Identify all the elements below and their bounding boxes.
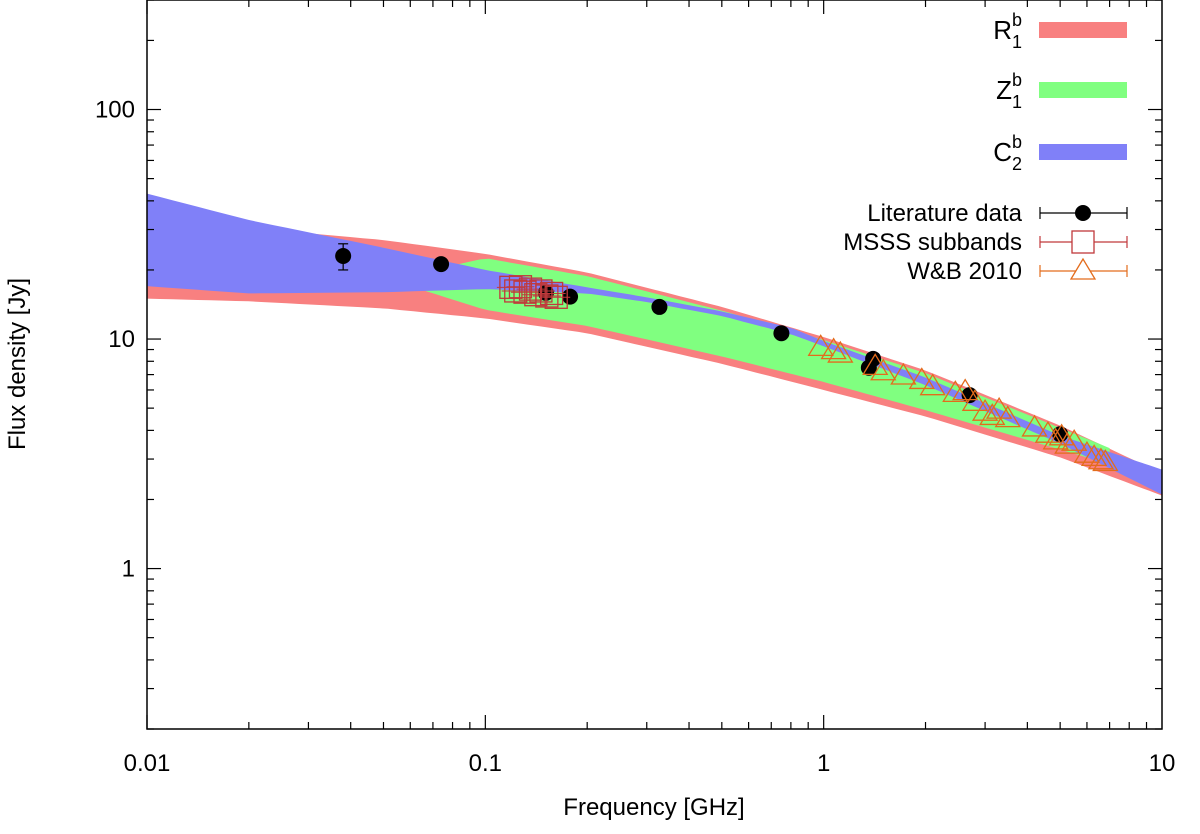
legend-marker bbox=[1069, 257, 1097, 280]
y-tick-label: 10 bbox=[108, 326, 135, 353]
wb2010-point bbox=[870, 358, 897, 381]
wb2010-point bbox=[919, 373, 946, 396]
x-tick-label: 0.01 bbox=[124, 750, 171, 777]
wb2010-point bbox=[820, 337, 847, 360]
wb2010-point bbox=[1073, 440, 1101, 463]
plot-frame bbox=[146, 0, 1163, 730]
wb2010-point bbox=[971, 398, 999, 421]
wb2010-point bbox=[942, 380, 969, 402]
legend-swatch-z1b bbox=[1039, 82, 1127, 98]
wb2010-point bbox=[1087, 447, 1115, 470]
wb2010-point bbox=[952, 378, 979, 401]
band-z1b bbox=[410, 258, 1110, 465]
literature-point bbox=[562, 288, 579, 305]
legend-label-series: MSSS subbands bbox=[843, 229, 1022, 256]
wb2010-point bbox=[1080, 444, 1108, 467]
literature-point bbox=[335, 248, 352, 265]
wb2010-point bbox=[1021, 414, 1048, 437]
wb2010-point bbox=[908, 367, 935, 390]
data-points bbox=[335, 243, 1119, 472]
wb2010-point bbox=[827, 340, 854, 363]
literature-point bbox=[773, 325, 790, 342]
legend-marker bbox=[1071, 230, 1095, 254]
wb2010-point bbox=[961, 389, 989, 411]
wb2010-point bbox=[985, 396, 1013, 419]
x-axis-label: Frequency [GHz] bbox=[563, 794, 744, 821]
y-tick-label: 100 bbox=[95, 97, 135, 124]
series-w-b-2010 bbox=[807, 334, 1119, 472]
axis-ticks: 0.01 0.1 1 10 1 10 100 bbox=[95, 0, 1175, 777]
legend-label-r1b: R1b bbox=[993, 10, 1022, 52]
wb2010-point bbox=[979, 403, 1006, 426]
legend-label-series: Literature data bbox=[867, 200, 1022, 227]
wb2010-point bbox=[890, 362, 917, 385]
legend-symbol-series bbox=[1039, 205, 1128, 221]
literature-point bbox=[433, 256, 450, 273]
legend-symbol-series bbox=[1039, 257, 1128, 280]
legend-swatch-c2b bbox=[1039, 144, 1127, 160]
legend-label-series: W&B 2010 bbox=[907, 258, 1022, 285]
band-c2b bbox=[147, 193, 1162, 495]
wb2010-point bbox=[1092, 449, 1119, 472]
y-tick-label: 1 bbox=[122, 556, 135, 583]
series-msss-subbands bbox=[496, 275, 571, 309]
wb2010-point bbox=[807, 334, 834, 357]
legend-label-z1b: Z1b bbox=[996, 70, 1022, 112]
wb2010-point bbox=[1061, 429, 1088, 451]
x-tick-label: 10 bbox=[1149, 750, 1176, 777]
y-axis-label: Flux density [Jy] bbox=[4, 278, 31, 450]
legend-symbol-series bbox=[1039, 230, 1128, 254]
wb2010-point bbox=[1042, 427, 1069, 450]
legend-marker bbox=[1075, 205, 1091, 221]
model-bands bbox=[147, 193, 1162, 496]
x-tick-label: 1 bbox=[817, 750, 830, 777]
wb2010-point bbox=[994, 405, 1021, 428]
literature-point bbox=[651, 298, 668, 315]
wb2010-point bbox=[1054, 431, 1081, 454]
legend-swatch-r1b bbox=[1039, 22, 1127, 38]
legend-label-c2b: C2b bbox=[993, 132, 1022, 174]
x-tick-label: 0.1 bbox=[469, 750, 502, 777]
